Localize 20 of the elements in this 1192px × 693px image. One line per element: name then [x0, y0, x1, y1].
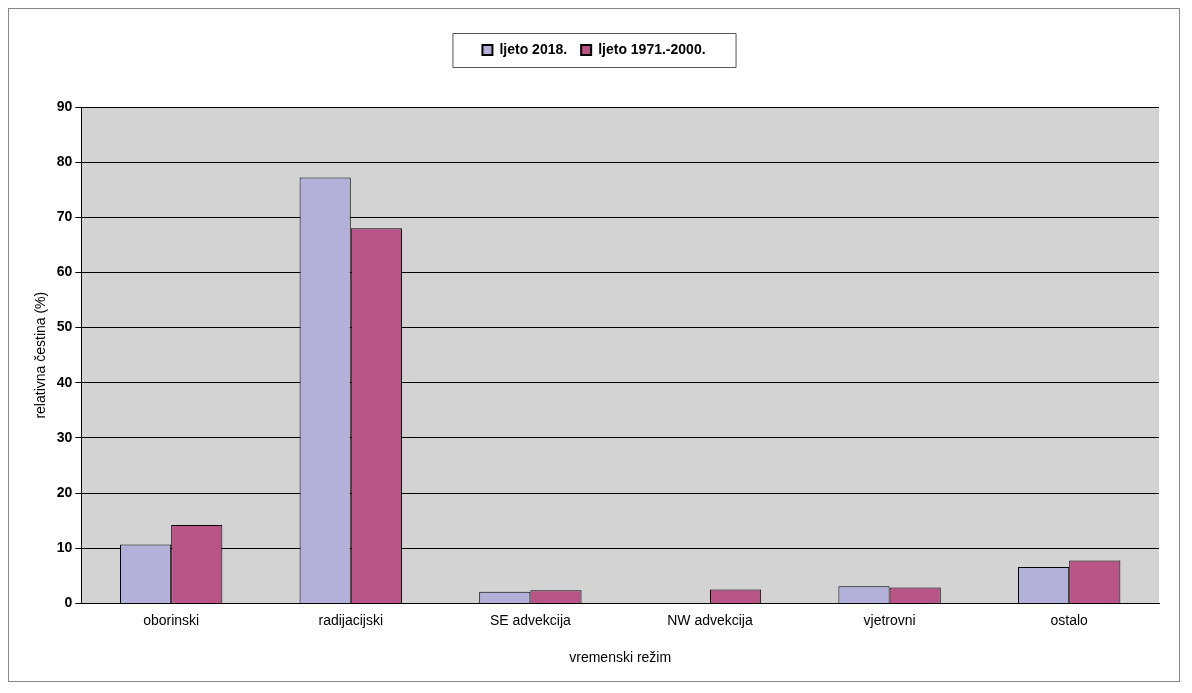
- y-tick-label: 90: [56, 97, 73, 114]
- x-tick-label: ostalo: [1050, 611, 1089, 628]
- y-tick-label: 60: [56, 263, 73, 280]
- y-tick-label: 50: [56, 318, 73, 335]
- legend-label: ljeto 2018.: [499, 40, 568, 57]
- legend-label: ljeto 1971.-2000.: [598, 40, 706, 57]
- y-tick-label: 80: [56, 153, 73, 170]
- y-tick-label: 70: [56, 208, 73, 225]
- y-tick-label: 40: [56, 373, 73, 390]
- x-tick-label: oborinski: [143, 611, 200, 628]
- y-tick-label: 10: [56, 539, 73, 556]
- x-tick-label: SE advekcija: [489, 611, 572, 628]
- x-axis-title: vremenski režim: [569, 649, 672, 666]
- x-tick-label: vjetrovni: [863, 611, 916, 628]
- x-tick-label: NW advekcija: [667, 611, 753, 628]
- y-tick-label: 0: [64, 594, 73, 611]
- y-tick-label: 20: [56, 483, 73, 500]
- x-tick-label: radijacijski: [318, 611, 384, 628]
- y-tick-label: 30: [56, 428, 73, 445]
- y-axis-title: relativna čestina (%): [32, 291, 49, 419]
